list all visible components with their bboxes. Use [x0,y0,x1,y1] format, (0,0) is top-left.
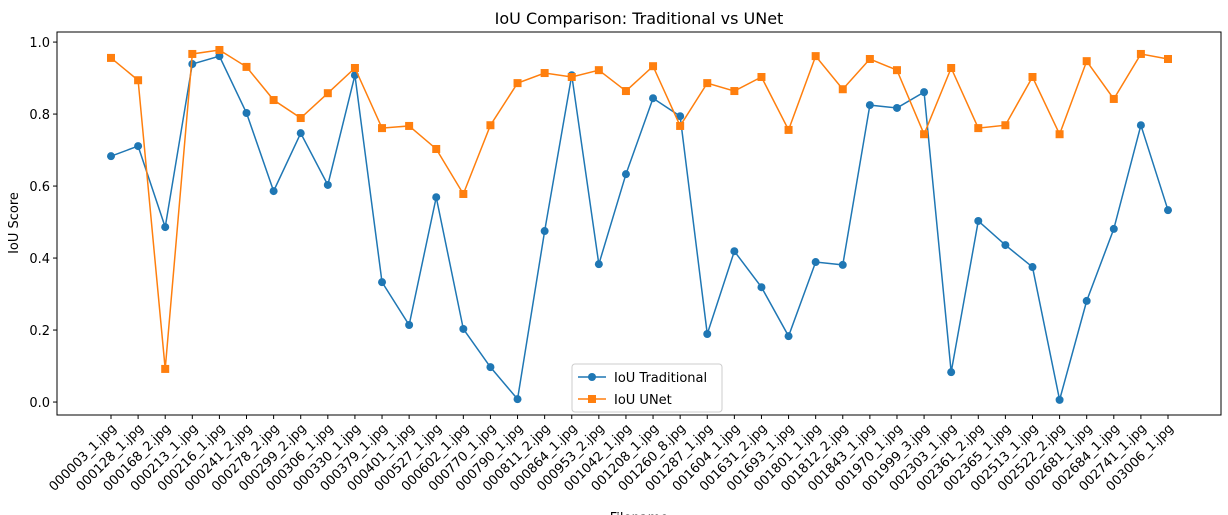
data-point [757,72,766,81]
data-point [242,62,251,71]
data-point [974,124,983,133]
legend-label: IoU UNet [614,393,672,408]
data-point [865,101,874,110]
data-point [892,66,901,75]
data-point [350,63,359,72]
data-point [811,52,820,61]
data-point [107,152,115,161]
data-point [947,63,956,72]
y-tick-label: 0.4 [29,252,50,267]
data-point [1109,94,1118,103]
data-point [296,129,305,138]
data-point [1082,57,1091,66]
y-tick-label: 0.6 [29,180,50,195]
data-point [242,108,251,117]
data-point [920,88,929,97]
x-axis-label: Filename [610,511,669,515]
data-point [269,187,278,196]
data-point [730,247,739,256]
data-point [513,79,522,88]
data-point [1055,130,1064,139]
data-point [594,260,603,269]
data-point [1001,121,1010,130]
data-point [567,72,576,81]
y-tick-label: 0.2 [29,324,50,339]
data-point [161,364,170,373]
data-point [947,368,956,377]
data-point [1028,72,1037,81]
series-line [110,49,1169,369]
data-point [405,121,414,130]
data-point [621,170,630,179]
data-point [432,144,441,153]
data-point [378,278,387,287]
data-point [892,103,901,112]
data-point [1164,206,1172,215]
legend-marker [588,395,596,403]
data-point [486,121,495,130]
data-point [1001,241,1010,250]
data-point [649,94,658,103]
data-point [486,363,495,372]
data-point [649,62,658,71]
data-point [1164,54,1172,63]
data-point [215,45,224,54]
data-point [1082,296,1091,305]
data-point [703,330,712,339]
y-tick-label: 0.0 [29,396,50,411]
series-line [110,55,1169,401]
data-point [784,332,793,341]
data-point [838,85,847,94]
legend-label: IoU Traditional [614,371,707,386]
data-point [134,76,143,85]
data-point [134,142,143,151]
data-point [215,52,224,61]
data-point [296,114,305,123]
data-point [621,87,630,96]
data-point [188,49,197,58]
data-point [405,321,414,330]
data-point [865,54,874,63]
y-tick-label: 1.0 [29,36,50,51]
legend-marker [588,373,596,381]
data-point [378,124,387,133]
data-point [703,79,712,88]
legend: IoU Traditional IoU UNet [571,363,723,413]
data-point [676,112,685,121]
data-point [974,216,983,225]
data-point [784,125,793,134]
data-point [1055,395,1064,404]
data-point [513,395,522,404]
data-point [1136,121,1145,130]
data-point [161,223,170,232]
plot-frame [56,31,1222,416]
data-point [594,66,603,75]
data-point [730,87,739,96]
data-point [811,258,820,267]
data-point [676,121,685,130]
data-point [459,324,468,333]
data-point [540,227,549,236]
data-point [838,260,847,269]
legend-box [571,363,723,413]
data-point [1136,49,1145,58]
y-axis-label: IoU Score [7,192,22,254]
data-point [432,193,441,202]
data-point [107,53,115,62]
data-point [459,189,468,198]
data-point [269,96,278,105]
data-point [1109,224,1118,233]
data-point [323,89,332,98]
data-point [188,60,197,69]
data-point [757,283,766,292]
data-point [1028,263,1037,272]
chart-title: IoU Comparison: Traditional vs UNet [495,9,784,28]
data-point [920,130,929,139]
y-tick-label: 0.8 [29,108,50,123]
data-point [540,69,549,78]
data-point [323,180,332,189]
